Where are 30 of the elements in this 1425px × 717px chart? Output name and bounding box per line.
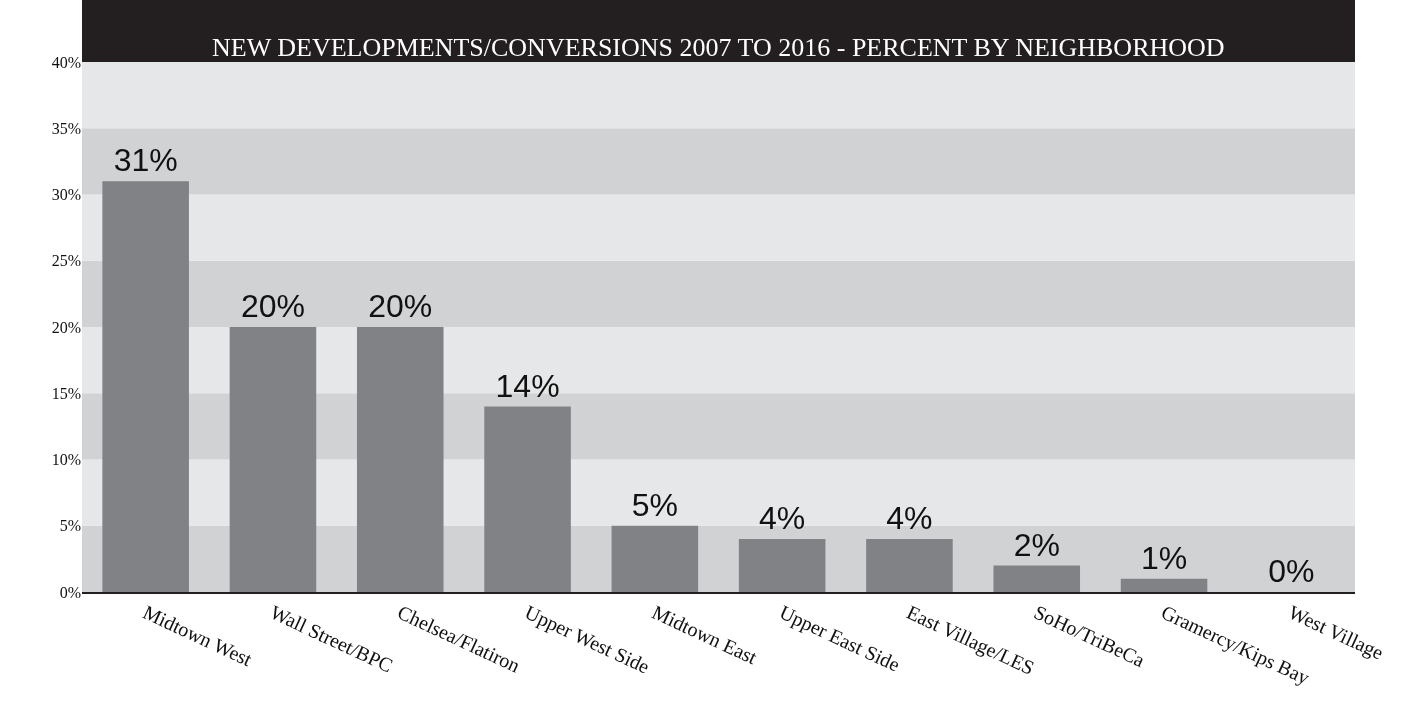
data-label: 20% [240, 288, 305, 324]
bar [484, 406, 571, 592]
bar [866, 539, 953, 592]
data-label: 14% [495, 367, 560, 404]
y-tick-label: 0% [59, 583, 81, 601]
data-label: 20% [368, 288, 433, 324]
data-label: 0% [1268, 553, 1315, 589]
data-label: 4% [759, 500, 806, 536]
bar [102, 181, 189, 592]
y-tick-label: 30% [51, 186, 81, 204]
bar [229, 327, 317, 592]
y-tick-label: 15% [51, 384, 81, 402]
chart-title: NEW DEVELOPMENTS/CONVERSIONS 2007 TO 2016 - PERCENT BY NEIGHBORHOOD [212, 33, 1225, 62]
data-label: 1% [1140, 539, 1188, 576]
bar [1120, 578, 1208, 592]
y-tick-label: 35% [51, 119, 81, 137]
bar [738, 539, 826, 592]
y-tick-label: 10% [51, 451, 81, 469]
data-label: 2% [1013, 526, 1060, 563]
y-tick-label: 25% [51, 252, 81, 270]
data-label: 31% [113, 142, 178, 179]
data-label: 5% [631, 486, 678, 523]
y-tick-label: 40% [51, 53, 81, 71]
bar [356, 327, 444, 592]
y-tick-label: 5% [59, 517, 81, 535]
data-label: 4% [886, 500, 933, 536]
bar [993, 565, 1081, 592]
bar [611, 525, 699, 592]
x-tick-label: Upper East Side [775, 600, 904, 677]
y-tick-label: 20% [51, 318, 81, 336]
